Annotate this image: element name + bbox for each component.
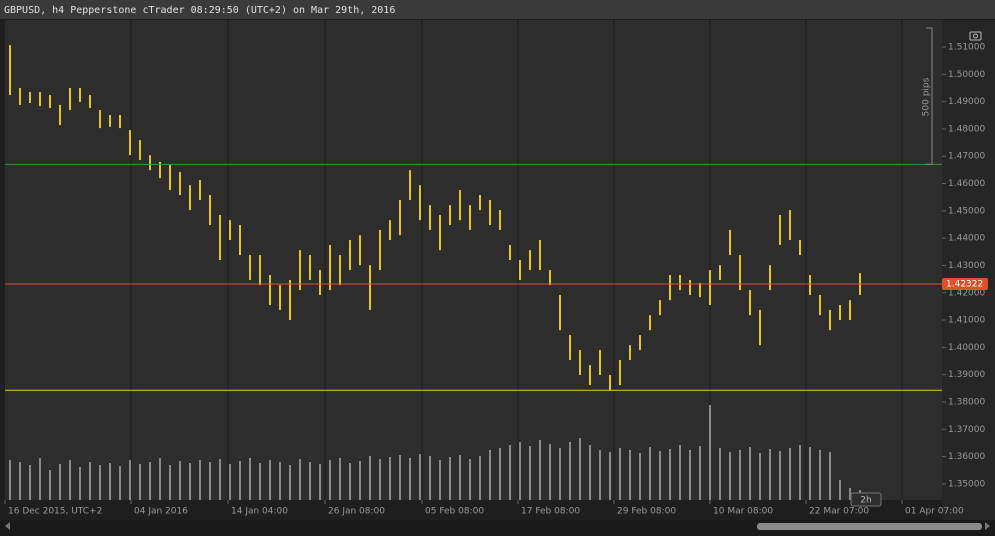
y-tick-label: 1.36000 — [948, 452, 985, 462]
y-tick-label: 1.39000 — [948, 370, 985, 380]
timeframe-badge[interactable] — [850, 492, 882, 507]
y-tick-label: 1.43000 — [948, 261, 985, 271]
y-tick-label: 1.44000 — [948, 234, 985, 244]
x-tick-label: 01 Apr 07:00 — [905, 507, 964, 517]
y-tick-label: 1.51000 — [948, 43, 985, 53]
y-axis-panel — [942, 20, 995, 520]
x-tick-label: 22 Mar 07:00 — [809, 507, 869, 517]
scroll-left[interactable] — [5, 522, 10, 530]
range-bracket — [926, 27, 933, 165]
y-tick-label: 1.40000 — [948, 343, 985, 353]
y-tick-label: 1.41000 — [948, 316, 985, 326]
y-tick-label: 1.49000 — [948, 97, 985, 107]
x-tick-label: 10 Mar 08:00 — [713, 507, 773, 517]
y-tick-label: 1.42000 — [948, 288, 985, 298]
y-tick-label: 1.50000 — [948, 70, 985, 80]
y-tick-label: 1.38000 — [948, 397, 985, 407]
camera-icon[interactable] — [969, 31, 982, 41]
chart-title: GBPUSD, h4 Pepperstone cTrader 08:29:50 … — [4, 5, 395, 16]
scroll-right[interactable] — [985, 522, 990, 530]
x-tick-label: 04 Jan 2016 — [134, 507, 188, 517]
y-tick-label: 1.45000 — [948, 206, 985, 216]
x-tick-label: 14 Jan 04:00 — [231, 507, 288, 517]
range-annotation: 500 pips — [922, 77, 932, 116]
y-tick-label: 1.47000 — [948, 152, 985, 162]
plot-area — [5, 20, 942, 500]
scrollbar-track — [0, 520, 995, 536]
price-tag — [942, 277, 988, 290]
title-bar — [0, 0, 995, 19]
x-tick-label: 05 Feb 08:00 — [425, 507, 484, 517]
y-tick-label: 1.37000 — [948, 425, 985, 435]
x-tick-label: 16 Dec 2015, UTC+2 — [8, 507, 102, 517]
y-tick-label: 1.48000 — [948, 124, 985, 134]
x-tick-label: 17 Feb 08:00 — [521, 507, 580, 517]
price-tag-label: 1.42322 — [946, 279, 983, 289]
x-tick-label: 26 Jan 08:00 — [328, 507, 385, 517]
scrollbar-thumb[interactable] — [757, 523, 982, 530]
timeframe-badge-label: 2h — [860, 496, 871, 506]
y-tick-label: 1.46000 — [948, 179, 985, 189]
y-tick-label: 1.35000 — [948, 479, 985, 489]
x-tick-label: 29 Feb 08:00 — [617, 507, 676, 517]
